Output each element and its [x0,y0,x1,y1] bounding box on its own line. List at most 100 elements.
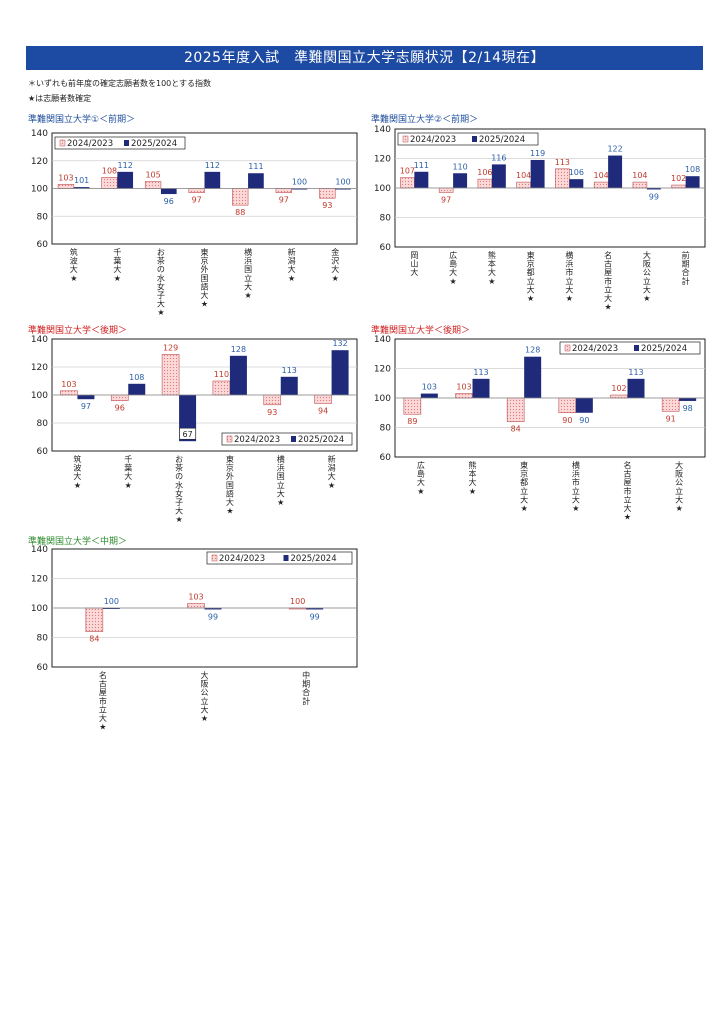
bar-2024-2023 [593,181,609,189]
bar-2024-2023 [212,380,231,396]
x-tick-label-char: 新 [288,247,296,257]
x-tick-label-char: 千 [124,454,132,464]
data-label: 93 [267,408,277,417]
x-tick-label-char: 本 [469,469,477,479]
x-tick-label-char: 阪 [675,470,683,479]
data-label: 104 [516,171,531,180]
data-label: 97 [192,196,202,205]
bar-2025-2024 [685,176,700,188]
bar-2024-2023 [400,177,415,189]
data-label: 89 [407,417,417,426]
chart-national-2-first: 6080100120140107111岡山大97110広島大★106116熊本大… [374,125,706,312]
bar-2025-2024 [160,188,177,195]
x-tick-label-char: 広 [449,250,457,260]
y-tick-label: 140 [31,335,48,345]
data-label: 110 [452,162,467,171]
x-tick-label-char: 水 [157,273,165,283]
x-tick-label-char: 古 [624,469,632,479]
x-tick-label-char: 名 [99,670,107,680]
x-tick-label-char: 大 [157,299,165,309]
y-tick-label: 60 [37,447,49,457]
x-tick-label-char: 阪 [643,260,651,269]
y-tick-label: 80 [380,214,392,224]
bar-2025-2024 [128,383,146,395]
x-tick-label-char: ★ [417,487,424,496]
bar-2024-2023 [403,397,422,415]
x-tick-label-char: ★ [605,303,612,312]
x-tick-label-char: 立 [604,284,612,294]
x-tick-label-char: ★ [157,308,164,317]
data-label: 103 [58,173,73,182]
x-tick-label-char: ★ [332,274,339,283]
legend-swatch-2025 [472,136,477,142]
x-tick-label-char: 市 [565,267,573,277]
x-tick-label-char: の [175,472,183,481]
bar-2025-2024 [248,173,264,189]
x-tick-label-char: 女 [157,281,165,291]
y-tick-label: 60 [37,240,49,250]
x-tick-label-char: 新 [328,454,336,464]
x-tick-label-char: 浜 [565,259,573,269]
legend-label-2024: 2024/2023 [410,135,456,145]
data-label: 110 [214,370,229,379]
x-tick-label-char: ★ [566,294,573,303]
x-tick-label-char: 大 [643,284,651,294]
legend-swatch-2025 [283,555,289,561]
x-tick-label-char: 立 [572,486,580,496]
bar-2024-2023 [60,390,78,396]
x-tick-label-char: 立 [99,704,107,714]
x-tick-label-char: 立 [643,276,651,286]
y-tick-label: 100 [31,185,48,195]
data-label: 91 [666,414,676,423]
x-tick-label-char: 大 [226,497,234,507]
x-tick-label-char: 名 [624,460,632,470]
x-tick-label-char: 筑 [70,247,78,257]
x-tick-label-char: ★ [125,481,132,490]
x-tick-label-char: 大 [175,506,183,516]
legend-swatch-2025 [634,345,639,351]
y-tick-label: 100 [31,391,48,401]
x-tick-label-char: 期 [302,680,310,689]
bar-2024-2023 [555,168,570,189]
x-tick-label-char: ★ [328,481,335,490]
x-tick-label-char: 大 [488,267,496,277]
x-tick-label-char: 浜 [277,463,285,473]
x-tick-label-char: 水 [175,480,183,490]
data-label: 113 [473,368,488,377]
x-tick-label-char: 合 [302,687,310,697]
x-tick-label-char: の [157,265,165,274]
x-tick-label-char: 大 [288,264,296,274]
x-tick-label-char: ★ [572,504,579,513]
bar-2024-2023 [506,397,525,422]
legend-box [397,132,539,146]
legend-label-2025: 2025/2024 [131,139,177,149]
chart-title-national-2-first: 準難関国立大学②＜前期＞ [371,115,479,125]
y-tick-label: 120 [31,363,48,373]
bar-2025-2024 [627,378,645,398]
x-tick-label-char: お [175,455,183,464]
x-tick-label-char: ★ [277,498,284,507]
x-tick-label-char: ★ [676,504,683,513]
x-tick-label-char: 大 [124,471,132,481]
bar-2025-2024 [204,171,221,189]
data-label: 106 [569,168,584,177]
data-label: 128 [231,345,246,354]
x-tick-label-char: 屋 [99,688,107,697]
bar-2024-2023 [661,397,680,412]
y-tick-label: 120 [31,575,48,585]
x-tick-label-char: ★ [99,723,106,732]
x-tick-label-char: 山 [410,259,418,269]
x-tick-label-char: 大 [675,494,683,504]
x-tick-label-char: 大 [201,704,209,714]
y-tick-label: 80 [37,419,49,429]
index-note: ＊いずれも前年度の確定志願者数を100とする指数 [28,79,212,88]
bar-2025-2024 [569,179,584,188]
bar-2025-2024 [530,159,545,188]
bar-2024-2023 [263,394,282,406]
x-tick-label-char: 立 [565,276,573,286]
bar-2025-2024 [117,171,134,189]
x-tick-label-char: 公 [643,268,651,277]
data-label: 67 [182,430,192,439]
bar-2024-2023 [477,178,493,189]
y-tick-label: 80 [37,212,49,222]
